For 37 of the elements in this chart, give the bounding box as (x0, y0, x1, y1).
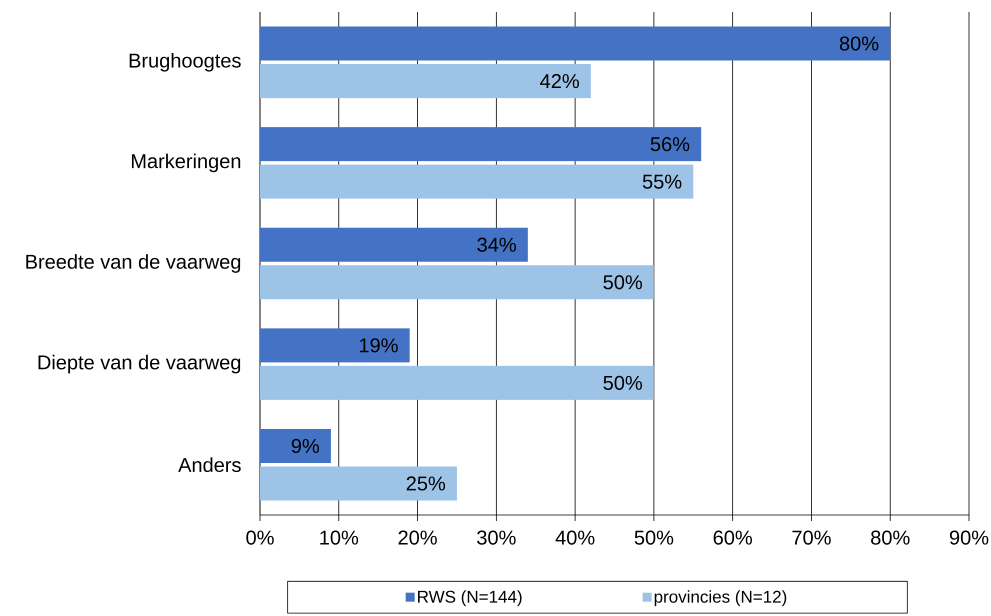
bar (260, 164, 694, 199)
y-tick-label: Brughoogtes (130, 52, 241, 72)
bar (260, 466, 457, 500)
y-tick-label: Anders (178, 457, 241, 472)
data-label: 42% (540, 74, 579, 88)
y-tick-label: Markeringen (132, 154, 240, 172)
x-tick-label: 20% (398, 530, 437, 545)
bar (260, 228, 528, 262)
bar (260, 428, 331, 463)
legend-label: provincies (N=12) (654, 590, 786, 606)
data-label: 55% (642, 174, 682, 189)
x-tick-label: 0% (246, 530, 274, 545)
x-tick-label: 80% (871, 530, 910, 545)
legend-label: RWS (N=144) (418, 590, 522, 606)
bar (260, 64, 591, 98)
x-tick-label: 70% (792, 530, 831, 545)
bar (260, 366, 654, 400)
data-label: 19% (360, 338, 398, 352)
x-tick-label: 50% (634, 530, 674, 545)
data-label: 56% (650, 137, 690, 152)
data-label: 25% (406, 476, 446, 491)
bar (260, 328, 410, 362)
x-tick-label: 60% (714, 530, 752, 545)
bar (260, 265, 654, 300)
x-tick-label: 10% (320, 530, 358, 545)
data-label: 9% (292, 438, 319, 454)
bar (260, 26, 890, 61)
data-label: 50% (603, 275, 642, 290)
x-tick-label: 90% (950, 530, 988, 545)
x-tick-label: 40% (556, 530, 594, 545)
y-tick-label: Diepte van de vaarweg (38, 354, 240, 374)
x-tick-label: 30% (477, 530, 516, 545)
data-label: 50% (603, 376, 642, 390)
data-label: 34% (477, 238, 516, 252)
data-label: 80% (840, 36, 878, 51)
bar (260, 127, 702, 162)
y-tick-label: Breedte van de vaarweg (26, 254, 240, 273)
